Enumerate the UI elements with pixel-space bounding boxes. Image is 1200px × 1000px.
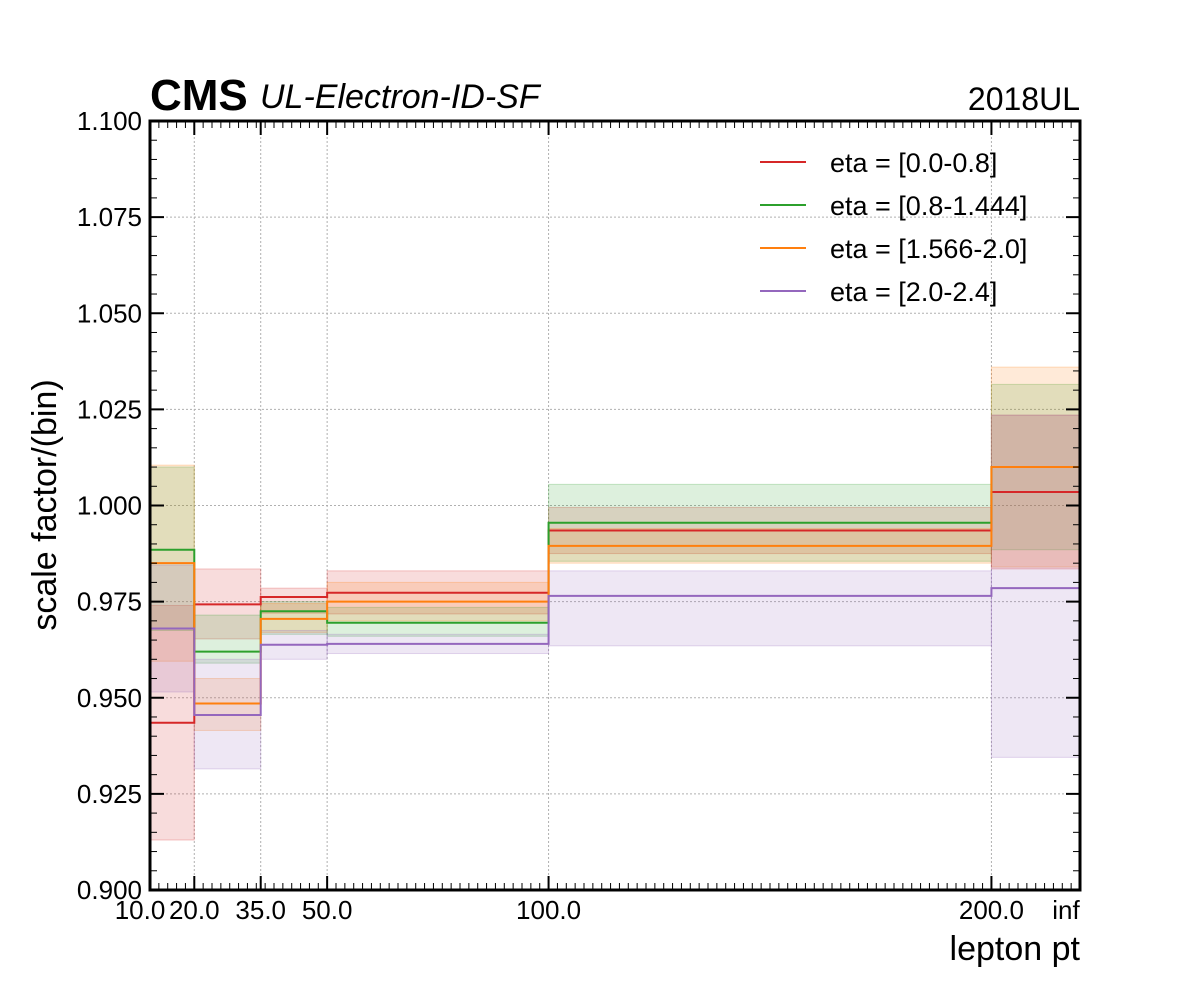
x-tick-label: 200.0 — [959, 895, 1024, 925]
x-tick-label: inf — [1052, 895, 1080, 925]
y-tick-label: 1.000 — [77, 491, 142, 521]
legend-entry: eta = [2.0-2.4] — [830, 277, 997, 307]
uncertainty-bands — [149, 366, 1081, 841]
chart-label: UL-Electron-ID-SF — [260, 78, 542, 116]
uncertainty-band-3 — [548, 570, 992, 647]
y-tick-label: 1.100 — [77, 106, 142, 136]
series-lines — [150, 466, 1080, 724]
y-tick-label: 0.900 — [77, 875, 142, 905]
experiment-label: CMS — [150, 71, 248, 120]
y-axis-label: scale factor/(bin) — [26, 379, 64, 630]
x-tick-label: 100.0 — [516, 895, 581, 925]
y-tick-label: 0.925 — [77, 779, 142, 809]
y-axis-ticks: 0.900 0.925 0.950 0.975 1.000 1.025 1.050 1.075… — [77, 106, 1080, 905]
uncertainty-band-1 — [193, 614, 262, 664]
x-axis-label: lepton pt — [950, 930, 1081, 968]
legend-entry: eta = [0.0-0.8] — [830, 148, 997, 178]
y-tick-label: 1.050 — [77, 298, 142, 328]
x-tick-label: 50.0 — [302, 895, 353, 925]
legend-entry: eta = [0.8-1.444] — [830, 191, 1027, 221]
series-line-3 — [150, 587, 1080, 717]
y-tick-label: 0.975 — [77, 587, 142, 617]
x-tick-label: 10.0 — [115, 895, 166, 925]
x-tick-label: 20.0 — [169, 895, 220, 925]
year-label: 2018UL — [968, 81, 1080, 117]
grid-lines — [150, 121, 1080, 890]
x-axis-ticks: 10.0 20.0 35.0 50.0 100.0 200.0 inf — [115, 121, 1081, 925]
legend: eta = [0.0-0.8] eta = [0.8-1.444] eta = [1… — [760, 148, 1027, 307]
uncertainty-band-0 — [260, 587, 328, 614]
y-tick-label: 1.075 — [77, 202, 142, 232]
x-tick-label: 35.0 — [235, 895, 286, 925]
legend-entry: eta = [1.566-2.0] — [830, 234, 1027, 264]
y-tick-label: 1.025 — [77, 394, 142, 424]
y-tick-label: 0.950 — [77, 683, 142, 713]
